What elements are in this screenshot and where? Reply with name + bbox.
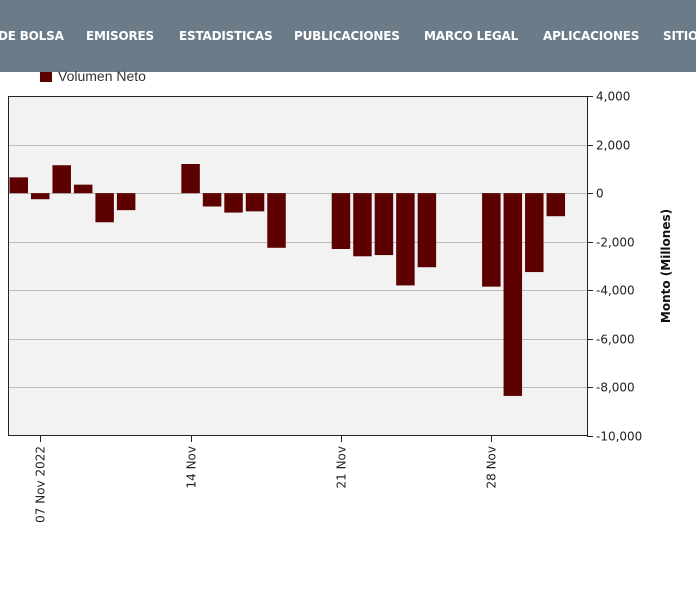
bar — [224, 193, 243, 213]
bars — [9, 164, 566, 396]
nav-item-sitios[interactable]: SITIOS — [663, 29, 696, 43]
bar — [482, 193, 501, 287]
bar — [331, 193, 351, 249]
x-tick-label: 07 Nov 2022 — [34, 446, 48, 523]
y-tick-label: -4,000 — [596, 284, 635, 298]
nav-item-emisores[interactable]: EMISORES — [86, 29, 154, 43]
nav-item-publicaciones[interactable]: PUBLICACIONES — [294, 29, 400, 43]
legend-swatch — [40, 72, 52, 82]
plot-area — [8, 96, 588, 436]
top-navbar: DE BOLSA EMISORES ESTADISTICAS PUBLICACI… — [0, 0, 696, 72]
bar — [9, 177, 28, 194]
nav-item-aplicaciones[interactable]: APLICACIONES — [543, 29, 640, 43]
y-tick-label: -2,000 — [596, 236, 635, 250]
bar — [30, 193, 50, 200]
bar — [267, 193, 286, 248]
y-axis: 4,000 2,000 0 -2,000 -4,000 -6,000 -8,000 -10,0… — [587, 90, 642, 444]
x-tick-label: 28 Nov — [485, 446, 499, 489]
bar — [396, 193, 415, 286]
bar — [417, 193, 437, 268]
y-tick-label: -10,000 — [596, 430, 642, 444]
legend-label: Volumen Neto — [58, 68, 146, 84]
bar — [202, 193, 222, 207]
bar — [525, 193, 544, 273]
nav-item-estadisticas[interactable]: ESTADISTICAS — [179, 29, 273, 43]
bar — [52, 165, 71, 194]
x-tick-label: 21 Nov — [335, 446, 349, 489]
bar — [95, 193, 114, 223]
bar — [73, 184, 93, 194]
y-tick-label: 2,000 — [596, 139, 630, 153]
bar — [245, 193, 265, 212]
bar — [374, 193, 394, 256]
bar — [116, 193, 136, 211]
bar — [353, 193, 372, 257]
y-tick-label: 4,000 — [596, 90, 630, 104]
bar — [181, 164, 200, 194]
plot-frame — [8, 96, 588, 436]
nav-item-de-bolsa[interactable]: DE BOLSA — [0, 29, 64, 43]
x-axis: 07 Nov 2022 14 Nov 21 Nov 28 Nov — [34, 436, 499, 523]
bar — [503, 193, 523, 396]
bar — [546, 193, 566, 217]
y-tick-label: -8,000 — [596, 381, 635, 395]
y-axis-title: Monto (Millones) — [659, 209, 673, 323]
y-tick-label: 0 — [596, 187, 604, 201]
bar-chart: 4,000 2,000 0 -2,000 -4,000 -6,000 -8,000 -10,0… — [8, 90, 673, 523]
y-tick-label: -6,000 — [596, 333, 635, 347]
nav-item-marco-legal[interactable]: MARCO LEGAL — [424, 29, 519, 43]
x-tick-label: 14 Nov — [185, 446, 199, 489]
